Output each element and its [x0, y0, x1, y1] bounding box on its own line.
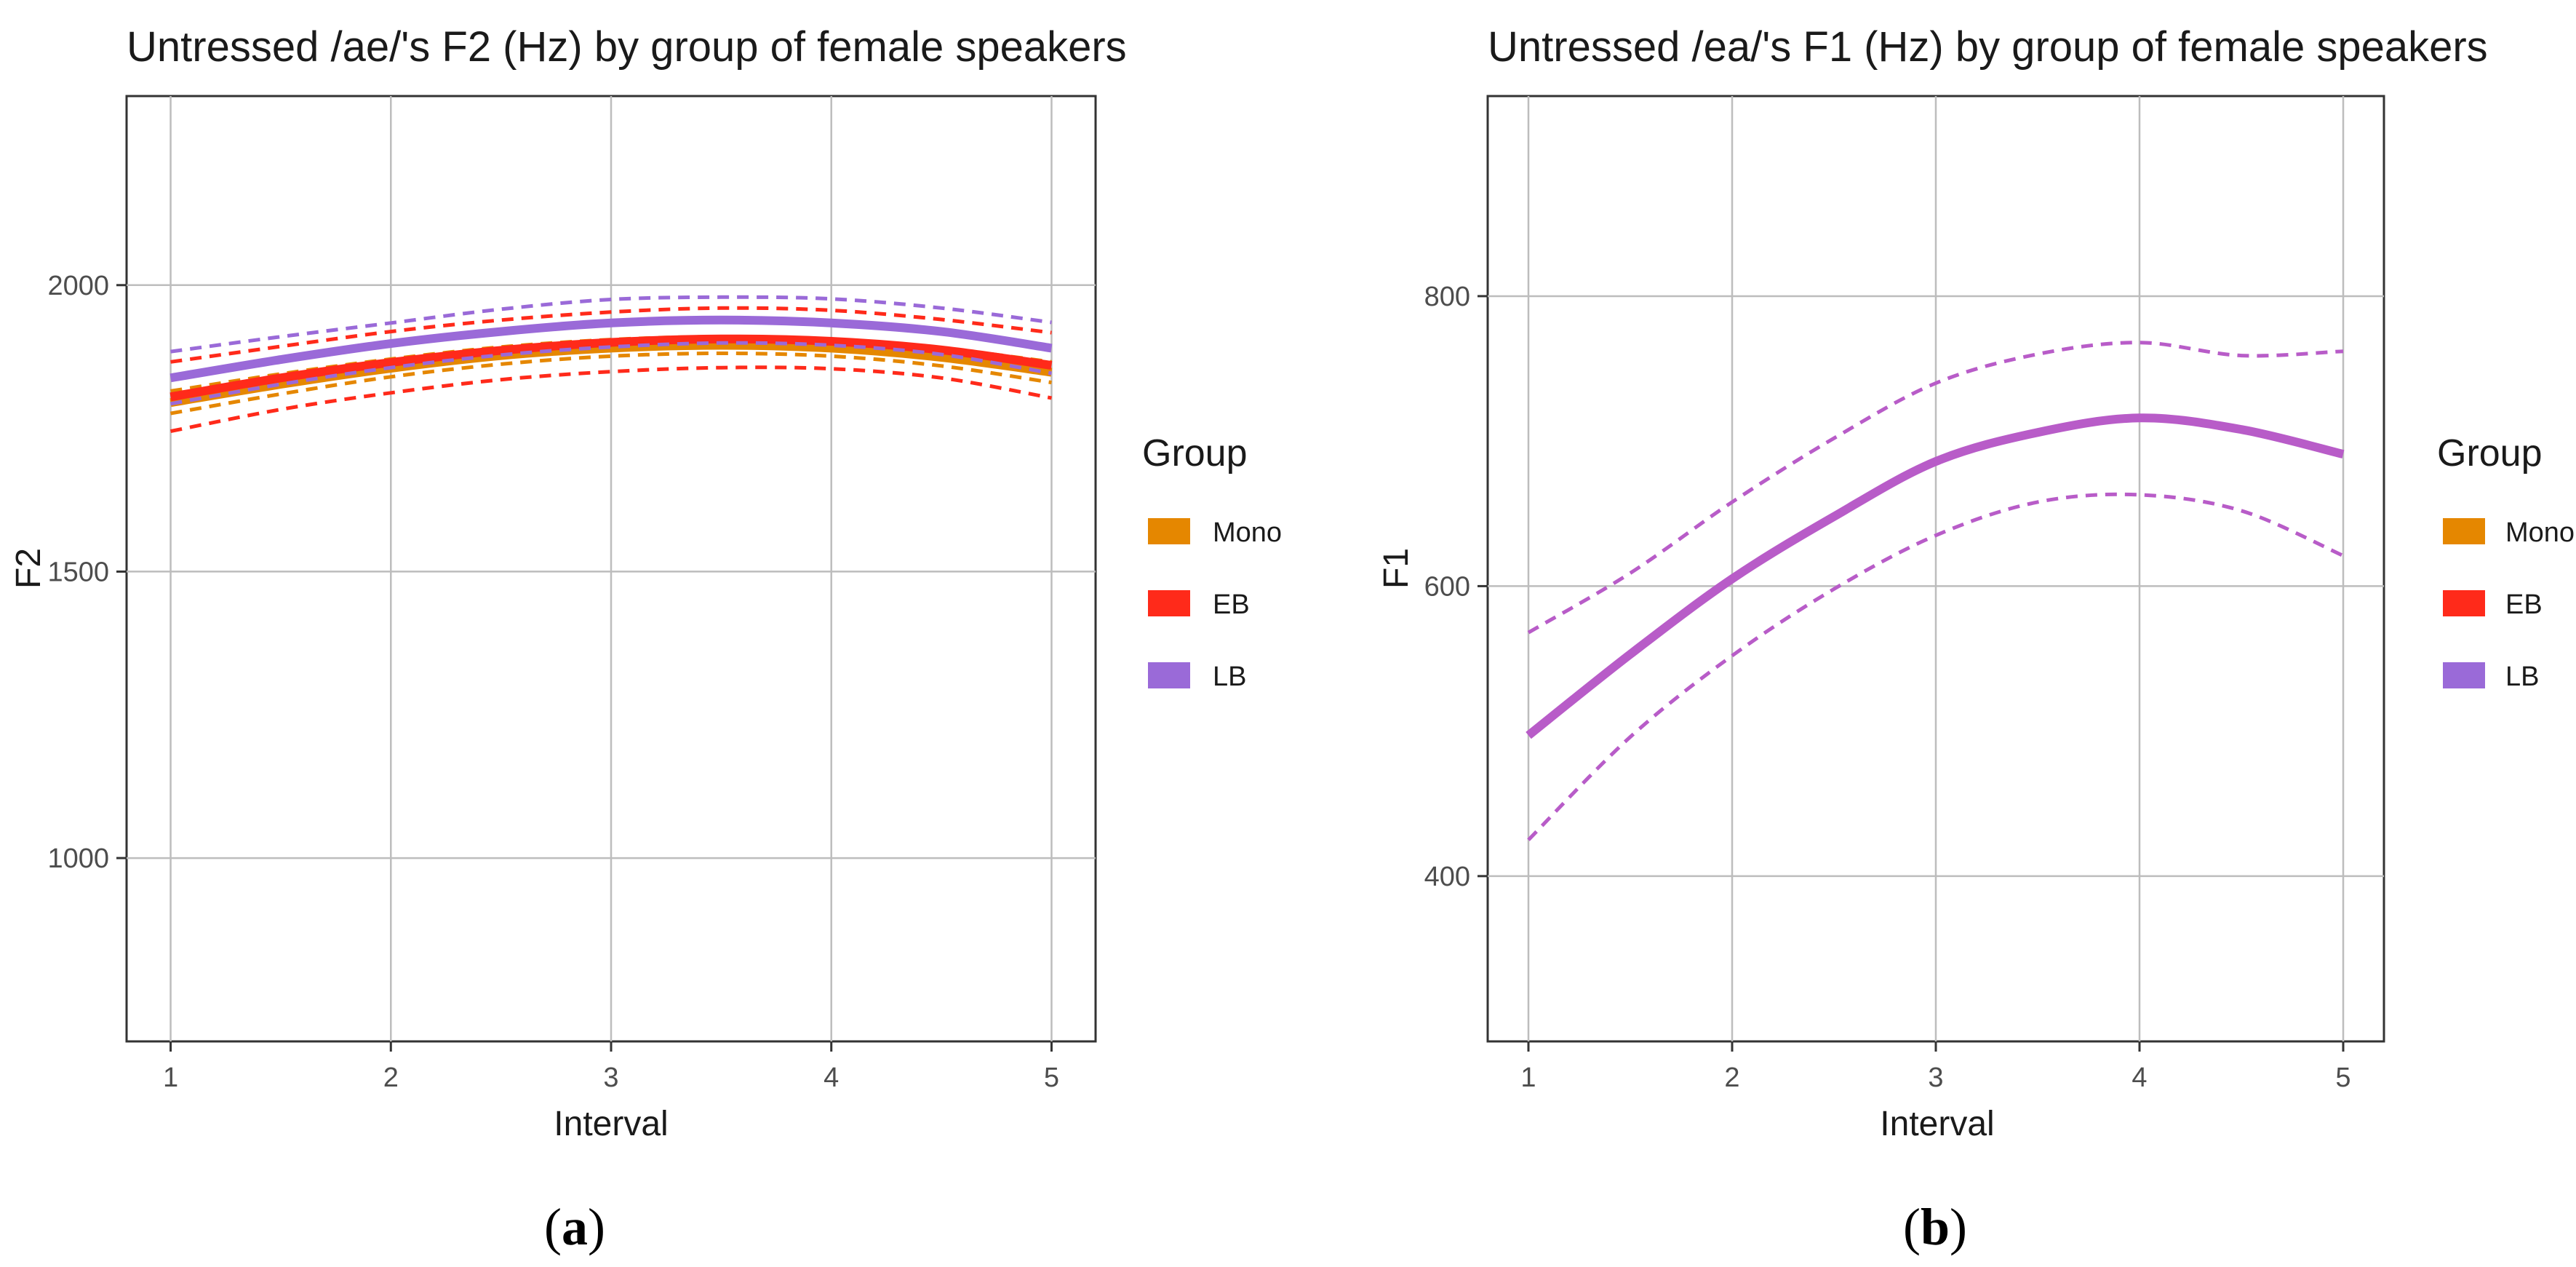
panel-a-legend-key-lb [1148, 662, 1190, 688]
panel-b-y-tick-label: 400 [1424, 862, 1470, 892]
panel-b-x-tick-label: 5 [2335, 1063, 2350, 1093]
panel-a-mono-ci-lower [170, 351, 1052, 416]
panel-b-lb-ci-lower [1527, 492, 2345, 841]
panel-b-legend-key-mono [2443, 518, 2485, 544]
panel-a-legend-label-lb: LB [1213, 662, 1246, 692]
panel-a-title: Untressed /ae/'s F2 (Hz) by group of fem… [127, 23, 1127, 71]
panel-b-caption: (b) [1903, 1198, 1967, 1256]
panel-b-series [1526, 341, 2345, 841]
panel-b-y-tick-label: 800 [1424, 282, 1470, 312]
panel-a-lb-fit-line [170, 315, 1053, 383]
panel-b-y-tick-label: 600 [1424, 571, 1470, 602]
panel-a-eb-ci-lower [170, 365, 1052, 434]
panel-b-legend-title: Group [2437, 432, 2543, 474]
panel-b-ticks: 1 2 3 4 5 400 600 800 [1424, 282, 2351, 1093]
panel-a-legend-label-eb: EB [1213, 589, 1250, 620]
panel-a-legend-key-eb [1148, 590, 1190, 616]
panel-b-legend-label-eb: EB [2505, 589, 2543, 620]
panel-b: Untressed /ea/'s F1 (Hz) by group of fem… [1377, 23, 2575, 1256]
panel-a-legend: Group Mono EB LB [1142, 432, 1282, 692]
panel-b-legend-label-lb: LB [2505, 662, 2539, 692]
panel-a-y-tick-label: 1500 [47, 557, 109, 587]
panel-a-y-axis-title: F2 [9, 548, 48, 589]
panel-b-lb-fit-line [1526, 413, 2345, 739]
panel-b-x-tick-label: 1 [1520, 1063, 1536, 1093]
panel-a-x-tick-label: 2 [383, 1063, 399, 1093]
panel-b-y-axis-title: F1 [1377, 548, 1416, 589]
panel-a-legend-key-mono [1148, 518, 1190, 544]
panel-a-lb-ci-lower [170, 341, 1052, 406]
panel-a-y-tick-label: 2000 [47, 271, 109, 301]
panel-b-title: Untressed /ea/'s F1 (Hz) by group of fem… [1488, 23, 2488, 71]
panel-a-legend-label-mono: Mono [1213, 517, 1282, 548]
panel-a-ticks: 1 2 3 4 5 1000 1500 2000 [47, 271, 1059, 1093]
panel-b-x-tick-label: 2 [1724, 1063, 1739, 1093]
panel-a-x-tick-label: 3 [603, 1063, 618, 1093]
panel-a-x-axis-title: Interval [554, 1105, 668, 1143]
panel-b-legend-label-mono: Mono [2505, 517, 2575, 548]
panel-b-lb-ci-upper [1527, 341, 2344, 635]
panel-b-x-tick-label: 4 [2132, 1063, 2147, 1093]
panel-a: Untressed /ae/'s F2 (Hz) by group of fem… [9, 23, 1282, 1256]
panel-a-eb-fit-line [170, 334, 1053, 402]
panel-b-legend-key-eb [2443, 590, 2485, 616]
panel-a-caption: (a) [544, 1198, 605, 1256]
panel-a-series [170, 295, 1053, 434]
panel-a-eb-ci-upper [170, 306, 1052, 364]
panel-b-legend: Group Mono EB LB [2437, 432, 2575, 692]
panel-a-x-tick-label: 1 [163, 1063, 178, 1093]
panel-a-x-tick-label: 4 [824, 1063, 839, 1093]
panel-a-gridlines [127, 96, 1096, 1041]
panel-b-legend-key-lb [2443, 662, 2485, 688]
panel-b-x-tick-label: 3 [1928, 1063, 1943, 1093]
panel-a-lb-ci-upper [170, 295, 1052, 354]
panel-a-y-tick-label: 1000 [47, 843, 109, 874]
panel-b-x-axis-title: Interval [1880, 1105, 1994, 1143]
panel-b-gridlines [1488, 96, 2384, 1041]
panel-a-x-tick-label: 5 [1044, 1063, 1059, 1093]
panel-a-legend-title: Group [1142, 432, 1248, 474]
